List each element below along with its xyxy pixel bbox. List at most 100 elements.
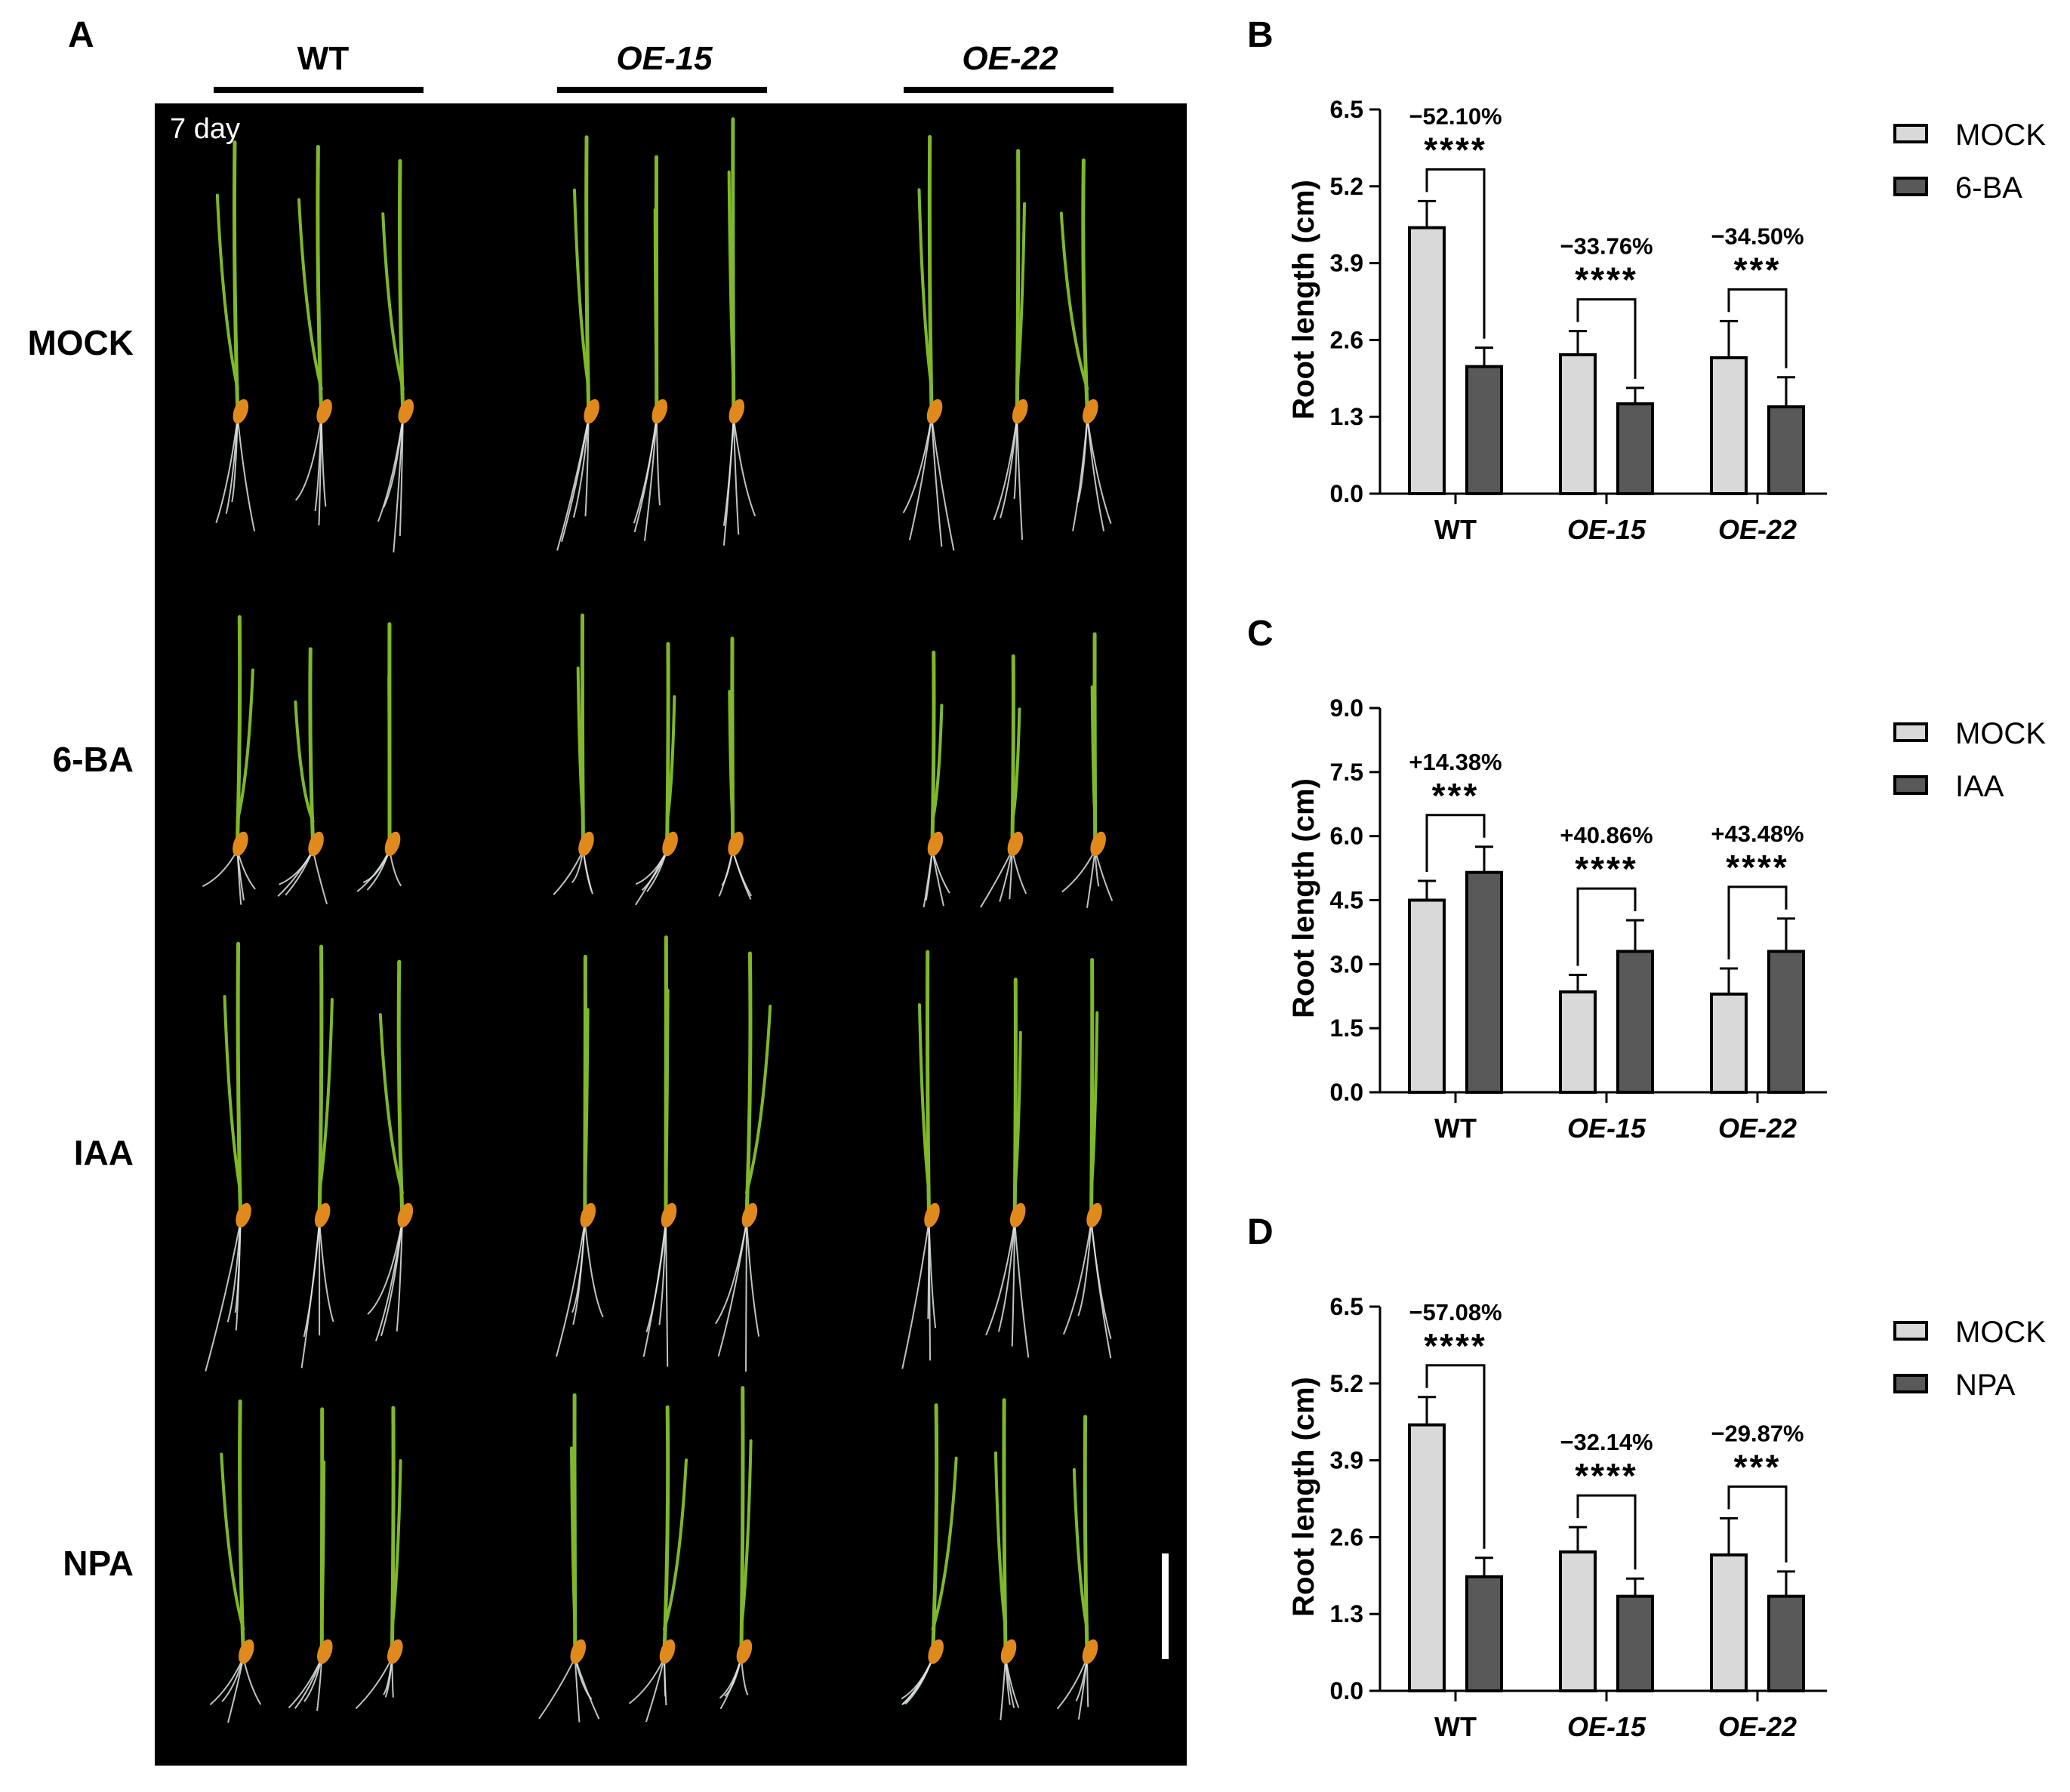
chart-b-significance-bracket (1425, 168, 1486, 339)
column-header-wt: WT (214, 40, 424, 93)
chart-c-percent-change: +14.38% (1409, 749, 1502, 775)
chart-d-category-label: OE-22 (1718, 1711, 1797, 1742)
chart-b-legend-label-mock: MOCK (1955, 119, 2046, 152)
chart-d-letter: D (1247, 1212, 1274, 1252)
chart-c-bar-mock (1408, 898, 1446, 1094)
seedling (993, 1398, 1020, 1720)
chart-d-legend-label-npa: NPA (1955, 1369, 2016, 1402)
chart-b-legend-swatch-6ba (1893, 177, 1928, 196)
chart-d-bar-treatment (1465, 1575, 1503, 1693)
chart-d-significance-stars: **** (1575, 1456, 1638, 1495)
seedling (294, 144, 332, 526)
chart-c-bar-treatment (1616, 950, 1654, 1095)
chart-b-y-tick-label: 3.9 (1330, 250, 1363, 277)
chart-c-category-label: OE-22 (1718, 1113, 1797, 1144)
chart-c-significance-stars: **** (1726, 848, 1789, 887)
column-header-oe15: OE-15 (557, 40, 767, 93)
chart-c-legend-swatch-mock (1893, 722, 1928, 742)
chart-d-percent-change: −29.87% (1711, 1420, 1804, 1446)
seedling (902, 134, 955, 551)
chart-b-percent-change: −33.76% (1560, 233, 1653, 260)
seedling (719, 1386, 753, 1710)
chart-c-legend: MOCK IAA (1893, 717, 2046, 803)
chart-b-error-bars (1418, 199, 1795, 407)
chart-c-bar-mock (1710, 992, 1748, 1095)
chart-c-bar-mock (1559, 990, 1597, 1095)
chart-d-bar-mock (1408, 1423, 1446, 1692)
chart-b-significance-stars: *** (1734, 250, 1782, 289)
chart-b-letter: B (1247, 15, 1274, 55)
chart-b-legend-label-6ba: 6-BA (1955, 171, 2022, 205)
chart-d-category-label: WT (1434, 1711, 1477, 1742)
seedling (923, 650, 950, 908)
chart-d-bar-mock (1559, 1550, 1597, 1692)
seedling (901, 950, 940, 1369)
chart-b-percent-change: −34.50% (1711, 223, 1804, 249)
photo-background (155, 103, 1187, 1766)
chart-b-category-label: OE-15 (1567, 514, 1646, 545)
seedling (556, 135, 599, 551)
chart-c-percent-change: +40.86% (1560, 822, 1653, 848)
chart-b-significance-stars: **** (1575, 260, 1638, 300)
seedling (288, 1407, 333, 1711)
seedling (553, 613, 594, 895)
chart-c-error-bars (1418, 845, 1795, 994)
chart-d-npa: D Root length (cm) 0.0 1.3 2.6 3.9 5.2 6.5 **… (1247, 1212, 2046, 1742)
seedling (715, 951, 772, 1372)
seedling (642, 935, 677, 1367)
seedling (556, 954, 604, 1357)
seedling (209, 1399, 262, 1723)
chart-c-significance-bracket (1576, 887, 1637, 966)
seedling (300, 944, 334, 1369)
panel-a-letter: A (68, 15, 94, 55)
chart-b-y-tick-label: 1.3 (1330, 403, 1363, 430)
chart-d-y-ticks: 0.0 1.3 2.6 3.9 5.2 6.5 (1330, 1293, 1380, 1704)
chart-b-y-ticks: 0.0 1.3 2.6 3.9 5.2 6.5 (1330, 96, 1380, 507)
chart-c-significance-stars: **** (1575, 849, 1638, 888)
chart-b-y-axis-title: Root length (cm) (1287, 180, 1320, 420)
row-label-6ba: 6-BA (53, 740, 134, 779)
chart-b-bars (1408, 226, 1805, 495)
column-bar-wt (214, 87, 424, 93)
seedling (1062, 958, 1112, 1359)
chart-c-iaa: C Root length (cm) 0.0 1.5 3.0 4.5 6.0 7.5 9.0… (1247, 614, 2046, 1144)
chart-d-legend-label-mock: MOCK (1955, 1316, 2046, 1349)
chart-c-y-tick-label: 9.0 (1330, 694, 1363, 722)
chart-d-y-tick-label: 3.9 (1330, 1447, 1363, 1474)
chart-c-x-ticks: WT OE-15 OE-22 (1434, 1092, 1797, 1144)
chart-c-significance: ***+14.38%****+40.86%****+43.48% (1409, 749, 1804, 966)
seedling (215, 140, 256, 532)
seedling (1061, 632, 1114, 908)
chart-b-x-ticks: WT OE-15 OE-22 (1434, 494, 1797, 545)
chart-d-error-bars (1418, 1396, 1795, 1596)
chart-d-significance: ****−57.08%****−32.14%***−29.87% (1409, 1299, 1804, 1570)
chart-b-bar-mock (1710, 356, 1748, 495)
seedling (202, 615, 256, 905)
chart-d-percent-change: −57.08% (1409, 1299, 1502, 1326)
chart-b-6ba: B Root length (cm) 0.0 1.3 2.6 3.9 5.2 6.5 **… (1247, 15, 2046, 545)
chart-b-significance-stars: **** (1424, 130, 1487, 169)
chart-b-y-tick-label: 0.0 (1330, 480, 1363, 507)
chart-b-y-tick-label: 6.5 (1330, 96, 1363, 123)
chart-c-y-ticks: 0.0 1.5 3.0 4.5 6.0 7.5 9.0 (1330, 694, 1380, 1106)
chart-d-significance-stars: **** (1424, 1326, 1487, 1366)
chart-d-significance-bracket (1425, 1364, 1486, 1549)
chart-b-y-tick-label: 5.2 (1330, 173, 1363, 200)
row-label-npa: NPA (63, 1544, 134, 1583)
chart-b-category-label: OE-22 (1718, 514, 1797, 545)
chart-d-legend-swatch-mock (1893, 1321, 1928, 1341)
chart-b-bar-mock (1559, 353, 1597, 495)
column-label-wt: WT (297, 40, 350, 77)
chart-d-legend: MOCK NPA (1893, 1316, 2046, 1402)
chart-d-significance-bracket (1727, 1485, 1788, 1563)
chart-b-bar-mock (1408, 226, 1446, 495)
scale-bar (1162, 1553, 1169, 1659)
chart-d-significance-stars: *** (1734, 1447, 1782, 1486)
chart-d-bar-mock (1710, 1553, 1748, 1693)
chart-c-y-tick-label: 0.0 (1330, 1079, 1363, 1106)
chart-c-bars (1408, 870, 1805, 1095)
panel-a-seedling-photo: A WT OE-15 OE-22 MOCK 6-BA IAA NPA 7 day (27, 15, 1187, 1766)
seedling (722, 117, 756, 546)
chart-d-y-tick-label: 0.0 (1330, 1677, 1363, 1704)
